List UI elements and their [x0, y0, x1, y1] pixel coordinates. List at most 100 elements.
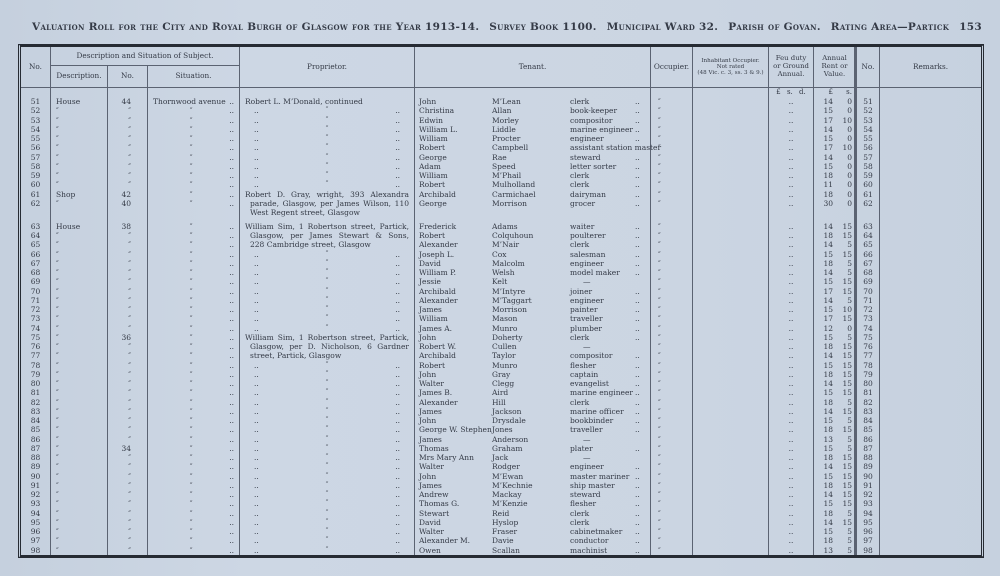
- row-number: 81: [21, 388, 51, 398]
- description-cell: ″: [51, 434, 108, 444]
- feu-duty-cell: ..: [769, 490, 814, 500]
- situation-cell: ″..: [148, 351, 240, 361]
- street-number-cell: 44: [108, 97, 148, 107]
- situation-cell: ″..: [148, 406, 240, 417]
- street-number-cell: 34: [108, 443, 148, 454]
- municipal-ward-label: Municipal Ward 32.: [606, 21, 719, 33]
- remarks-cell: [880, 527, 981, 536]
- remarks-cell: [880, 162, 981, 171]
- tenant-cell: Alexander M’Nair clerk..: [415, 240, 651, 250]
- feu-duty-cell: ..: [769, 277, 814, 287]
- inhabitant-occupier-cell: [693, 379, 769, 389]
- situation-cell: ″..: [148, 388, 240, 398]
- feu-duty-cell: ..: [769, 369, 814, 380]
- street-number-cell: ″: [108, 453, 148, 463]
- inhabitant-occupier-cell: [693, 443, 769, 454]
- table-row: 60 ″ ″ ″.... ″.. Robert Mulholland clerk.. ″.. 11…: [21, 180, 981, 190]
- description-cell: ″: [51, 124, 108, 135]
- proprietor-cell: .. ″..: [240, 416, 415, 426]
- table-row: 91 ″ ″ ″.... ″.. James M’Kechnie ship master.. ″…: [21, 480, 981, 491]
- table-row: 79 ″ ″ ″.... ″.. John Gray captain.. ″.. 18 15 79: [21, 369, 981, 380]
- row-number: 85: [21, 425, 51, 435]
- row-number-right: 62: [854, 198, 880, 209]
- occupier-cell: ″: [651, 369, 693, 380]
- row-number-right: 69: [854, 277, 880, 287]
- rent-cell: 14 5: [814, 268, 856, 278]
- row-number-right: 73: [854, 314, 880, 324]
- street-number-cell: ″: [108, 295, 148, 306]
- description-cell: ″: [51, 388, 108, 398]
- row-number-right: 88: [854, 453, 880, 463]
- feu-duty-cell: ..: [769, 545, 814, 555]
- occupier-cell: ″: [651, 152, 693, 162]
- tenant-cell: Archibald M’Intyre joiner..: [415, 286, 651, 296]
- currency-row: £ s. d. £ s.: [21, 88, 981, 97]
- table-row: 57 ″ ″ ″.... ″.. George Rae steward.. ″.. 14 0 57: [21, 152, 981, 162]
- description-cell: ″: [51, 115, 108, 125]
- table-header: No. Description and Situation of Subject…: [21, 47, 981, 88]
- street-number-cell: ″: [108, 388, 148, 398]
- rent-cell: 18 15: [814, 231, 856, 241]
- proprietor-cell: .. ″..: [240, 180, 415, 190]
- col-header-inhabitant: Inhabitant Occupier. Not rated (48 Vic. …: [693, 47, 769, 87]
- tenant-cell: Thomas G. M’Kenzie flesher..: [415, 499, 651, 509]
- feu-duty-cell: [769, 217, 814, 222]
- rent-cell: 12 0: [814, 323, 856, 333]
- rent-cell: 17 10: [814, 115, 856, 125]
- rent-cell: 14 15: [814, 517, 856, 528]
- situation-cell: ″..: [148, 462, 240, 472]
- proprietor-cell: .. ″..: [240, 379, 415, 389]
- inhabitant-occupier-cell: [693, 134, 769, 144]
- rent-cell: 15 15: [814, 388, 856, 398]
- tenant-cell: Andrew Mackay steward..: [415, 490, 651, 500]
- inhabitant-occupier-cell: [693, 462, 769, 472]
- description-cell: ″: [51, 425, 108, 435]
- row-number: 84: [21, 416, 51, 426]
- remarks-cell: [880, 425, 981, 434]
- description-cell: ″: [51, 268, 108, 278]
- row-number: 98: [21, 545, 51, 555]
- feu-duty-cell: ..: [769, 268, 814, 278]
- table-row: 69 ″ ″ ″.... ″.. Jessie Kelt — ″.. 15 15 69: [21, 277, 981, 287]
- street-number-cell: [108, 217, 148, 222]
- proprietor-cell: .. ″..: [240, 314, 415, 324]
- proprietor-cell: 228 Cambridge street, Glasgow: [240, 240, 415, 250]
- page-header: Valuation Roll for the City and Royal Bu…: [32, 21, 982, 33]
- tenant-cell: David Malcolm engineer..: [415, 258, 651, 269]
- description-cell: ″: [51, 517, 108, 528]
- feu-duty-cell: ..: [769, 249, 814, 259]
- tenant-cell: David Hyslop clerk..: [415, 517, 651, 528]
- proprietor-cell: .. ″..: [240, 434, 415, 444]
- tenant-cell: James M’Kechnie ship master..: [415, 480, 651, 491]
- proprietor-cell: .. ″..: [240, 323, 415, 333]
- feu-duty-cell: ..: [769, 258, 814, 269]
- table-row: 97 ″ ″ ″.... ″.. Alexander M. Davie conductor..…: [21, 536, 981, 546]
- street-number-cell: ″: [108, 240, 148, 250]
- street-number-cell: ″: [108, 277, 148, 287]
- description-cell: ″: [51, 240, 108, 250]
- remarks-cell: [880, 134, 981, 143]
- situation-cell: ″..: [148, 369, 240, 380]
- row-number: 58: [21, 161, 51, 172]
- row-number: 74: [21, 323, 51, 333]
- proprietor-cell: Robert L. M’Donald, continued: [240, 97, 415, 107]
- rent-cell: 18 5: [814, 258, 856, 269]
- tenant-cell: Jessie Kelt —: [415, 277, 651, 287]
- feu-duty-cell: ..: [769, 434, 814, 444]
- rent-cell: 14 0: [814, 152, 856, 162]
- inhabitant-occupier-cell: [693, 152, 769, 162]
- proprietor-cell: .. ″..: [240, 536, 415, 546]
- situation-cell: ″..: [148, 434, 240, 444]
- feu-duty-cell: ..: [769, 499, 814, 509]
- row-number-right: 78: [854, 360, 880, 370]
- row-number-right: 82: [854, 397, 880, 407]
- tenant-cell: [415, 88, 651, 97]
- street-number-cell: ″: [108, 369, 148, 380]
- inhabitant-occupier-cell: [693, 453, 769, 463]
- occupier-cell: ″: [651, 471, 693, 481]
- street-number-cell: ″: [108, 305, 148, 315]
- row-number-right: 80: [854, 379, 880, 389]
- description-cell: ″: [51, 295, 108, 306]
- street-number-cell: ″: [108, 490, 148, 500]
- table-row: 83 ″ ″ ″.... ″.. James Jackson marine officer..…: [21, 406, 981, 417]
